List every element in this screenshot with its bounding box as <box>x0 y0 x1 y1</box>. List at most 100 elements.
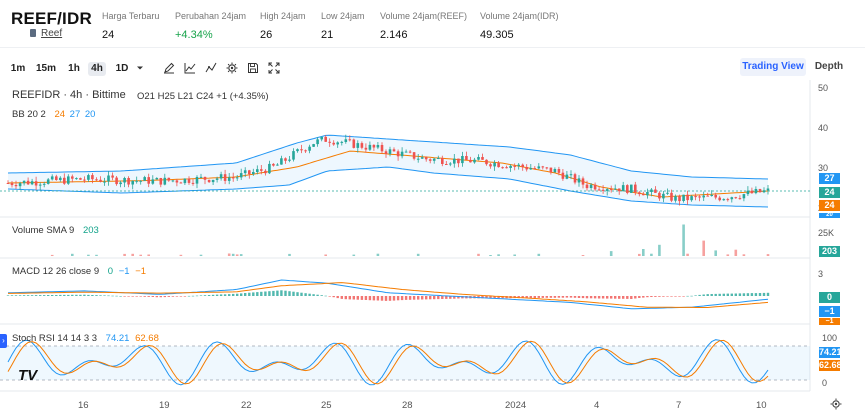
macd-histogram-bar <box>119 296 122 297</box>
timeframe-1h[interactable]: 1h <box>68 63 80 74</box>
macd-histogram-bar <box>658 296 661 297</box>
candle-body <box>380 145 384 152</box>
macd-histogram-bar <box>421 296 424 300</box>
candle-body <box>312 144 315 147</box>
macd-histogram-bar <box>557 296 561 298</box>
macd-histogram-bar <box>67 294 70 296</box>
save-icon[interactable] <box>247 62 259 74</box>
pencil-icon[interactable] <box>163 62 175 74</box>
coin-link[interactable]: Reef <box>30 28 63 39</box>
macd-line-value: −1 <box>118 266 130 277</box>
candle-body <box>453 158 456 164</box>
timeframe-15m[interactable]: 15m <box>35 63 56 74</box>
price-chart-canvas[interactable] <box>0 80 865 418</box>
candle-body <box>34 181 38 186</box>
chevron-down-icon[interactable] <box>136 64 144 72</box>
candle-body <box>18 183 22 187</box>
candle-body <box>296 149 299 152</box>
chart-line-icon[interactable] <box>184 62 196 74</box>
candle-body <box>477 157 480 160</box>
candle-body <box>340 141 344 143</box>
macd-histogram-bar <box>127 296 130 297</box>
candle-body <box>613 188 617 190</box>
macd-hist-pill: 0 <box>819 292 840 303</box>
coin-label[interactable]: Reef <box>41 28 63 39</box>
macd-histogram-bar <box>135 296 138 297</box>
candle-body <box>288 159 291 161</box>
timeframe-1m[interactable]: 1m <box>10 63 26 74</box>
macd-histogram-bar <box>155 296 158 298</box>
candle-body <box>83 179 86 181</box>
macd-axis-label: 3 <box>818 269 824 279</box>
candle-body <box>348 139 352 141</box>
candle-body <box>300 149 303 151</box>
timeframe-1d[interactable]: 1D <box>115 63 129 74</box>
macd-histogram-bar <box>244 293 247 296</box>
volume-value: 203 <box>82 225 99 236</box>
trading-view-button[interactable]: Trading View <box>740 58 806 76</box>
date-label: 22 <box>241 400 252 411</box>
macd-histogram-bar <box>408 296 412 300</box>
macd-histogram-bar <box>71 294 74 296</box>
macd-histogram-bar <box>340 296 343 299</box>
candle-body <box>445 164 448 165</box>
chart-area[interactable]: REEFIDR · 4h · Bittime O21 H25 L21 C24 +… <box>0 80 865 418</box>
macd-histogram-bar <box>376 296 380 301</box>
macd-histogram-bar <box>396 296 400 301</box>
macd-histogram-bar <box>400 296 404 301</box>
candle-body <box>549 167 553 173</box>
price-axis-label: 40 <box>818 123 829 133</box>
candle-body <box>642 194 645 196</box>
candle-body <box>79 178 82 180</box>
macd-histogram-bar <box>211 294 215 296</box>
macd-histogram-bar <box>268 291 271 296</box>
candle-body <box>634 184 637 193</box>
macd-histogram-bar <box>441 296 444 299</box>
gear-icon[interactable] <box>226 62 238 74</box>
price-axis-label: 50 <box>818 83 829 93</box>
candle-body <box>107 175 110 182</box>
chart-settings-gear-icon[interactable] <box>830 398 842 410</box>
macd-histogram-bar <box>91 295 94 296</box>
candle-body <box>195 177 199 184</box>
macd-histogram-bar <box>328 296 331 297</box>
macd-histogram-bar <box>30 295 34 296</box>
candle-body <box>428 159 432 161</box>
volume-bar <box>477 253 480 256</box>
candle-body <box>465 156 468 160</box>
candle-body <box>42 183 46 185</box>
volume-bar <box>123 253 126 256</box>
macd-histogram-bar <box>670 296 673 297</box>
candle-body <box>260 169 263 171</box>
candle-body <box>473 159 476 163</box>
macd-histogram-bar <box>159 296 162 298</box>
candle-body <box>674 196 677 201</box>
stat-value: 49.305 <box>480 29 514 41</box>
macd-histogram-bar <box>698 294 701 296</box>
macd-histogram-bar <box>179 296 183 297</box>
volume-bar <box>95 254 98 256</box>
macd-histogram-bar <box>228 294 231 296</box>
macd-histogram-bar <box>521 296 524 299</box>
candle-body <box>75 178 78 180</box>
candle-body <box>163 177 167 185</box>
candle-body <box>545 167 549 169</box>
depth-button[interactable]: Depth <box>814 61 844 72</box>
volume-bar <box>734 249 738 256</box>
fullscreen-icon[interactable] <box>268 62 280 74</box>
candle-body <box>557 169 561 173</box>
candle-body <box>191 182 195 184</box>
stat-value: 2.146 <box>380 29 408 41</box>
macd-histogram-bar <box>131 296 134 297</box>
candle-body <box>131 180 134 185</box>
indicator-icon[interactable] <box>205 62 217 74</box>
candle-body <box>14 185 18 187</box>
macd-histogram-bar <box>445 296 448 299</box>
timeframe-4h[interactable]: 4h <box>88 62 106 76</box>
candle-body <box>533 168 537 170</box>
expand-panel-button[interactable]: › <box>0 334 7 348</box>
candle-body <box>304 150 307 152</box>
macd-histogram-bar <box>332 296 335 298</box>
macd-histogram-bar <box>316 294 319 296</box>
volume-label: Volume SMA 9 <box>12 225 75 236</box>
